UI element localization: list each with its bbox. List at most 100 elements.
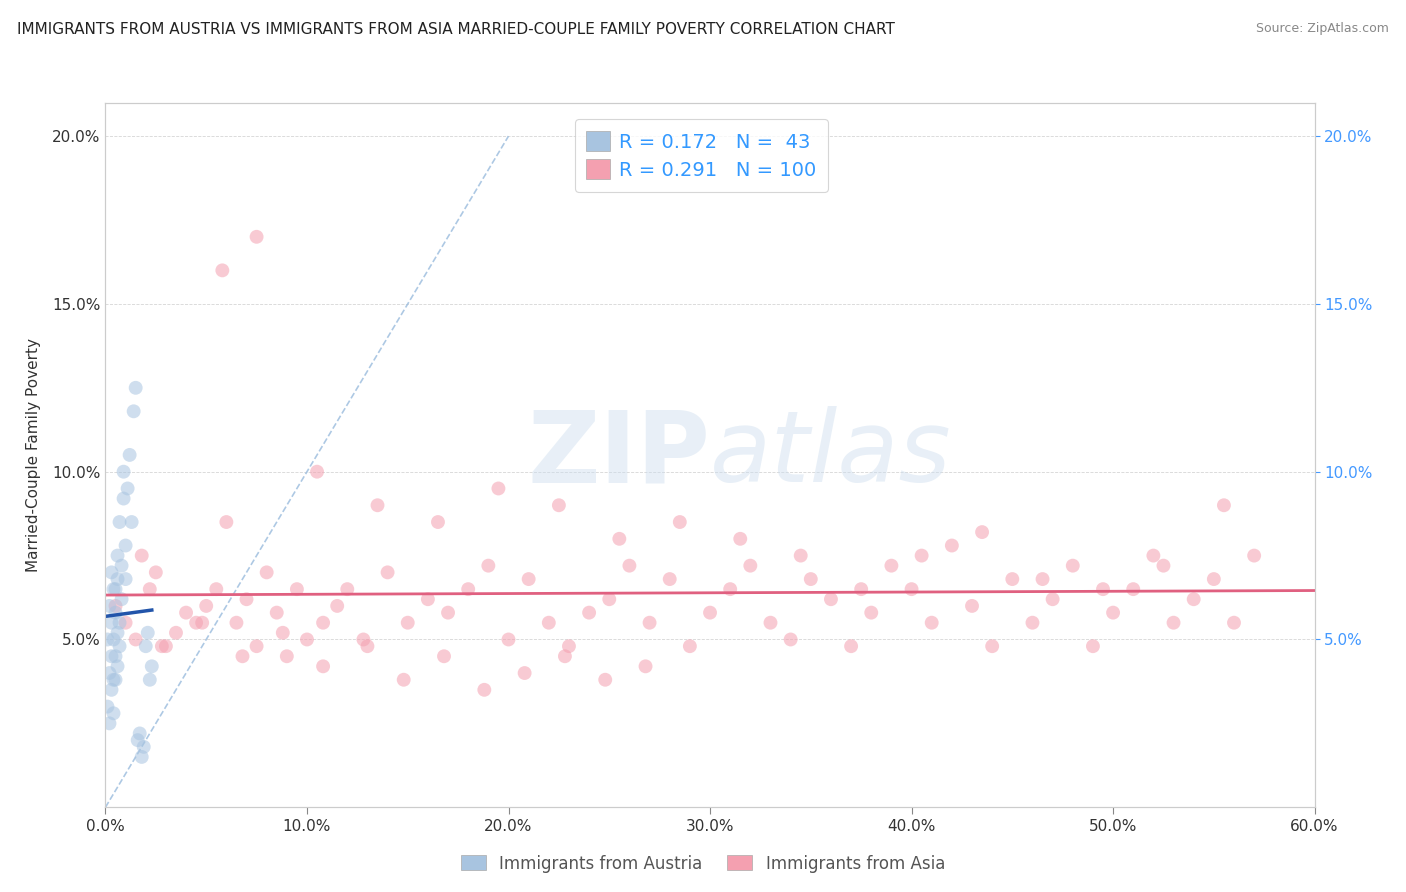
Point <box>96 699 118 714</box>
Point <box>141 659 163 673</box>
Point <box>122 404 145 418</box>
Point <box>377 566 399 580</box>
Point <box>800 572 823 586</box>
Point <box>127 733 149 747</box>
Point <box>135 639 157 653</box>
Point <box>246 229 269 244</box>
Point <box>211 263 233 277</box>
Point <box>396 615 419 630</box>
Point <box>972 525 994 540</box>
Point <box>730 532 752 546</box>
Point <box>1182 592 1205 607</box>
Point <box>488 482 510 496</box>
Point <box>132 739 155 754</box>
Point <box>191 615 214 630</box>
Point <box>271 625 294 640</box>
Point <box>609 532 631 546</box>
Point <box>880 558 903 573</box>
Point <box>107 572 129 586</box>
Point <box>477 558 499 573</box>
Point <box>155 639 177 653</box>
Point <box>593 673 616 687</box>
Point <box>851 582 873 596</box>
Point <box>100 615 122 630</box>
Point <box>100 649 122 664</box>
Point <box>150 639 173 653</box>
Text: ZIP: ZIP <box>527 407 710 503</box>
Point <box>112 491 135 506</box>
Point <box>103 706 125 721</box>
Point <box>1243 549 1265 563</box>
Y-axis label: Married-Couple Family Poverty: Married-Couple Family Poverty <box>27 338 41 572</box>
Point <box>960 599 983 613</box>
Point <box>108 615 131 630</box>
Point <box>860 606 883 620</box>
Point <box>165 625 187 640</box>
Point <box>121 515 143 529</box>
Point <box>104 582 127 596</box>
Point <box>104 606 127 620</box>
Point <box>110 558 132 573</box>
Point <box>103 632 125 647</box>
Point <box>779 632 801 647</box>
Point <box>1081 639 1104 653</box>
Point <box>679 639 702 653</box>
Point <box>619 558 641 573</box>
Point <box>107 659 129 673</box>
Text: Source: ZipAtlas.com: Source: ZipAtlas.com <box>1256 22 1389 36</box>
Point <box>1153 558 1175 573</box>
Point <box>112 465 135 479</box>
Point <box>981 639 1004 653</box>
Point <box>366 498 388 512</box>
Point <box>790 549 813 563</box>
Point <box>108 515 131 529</box>
Point <box>1223 615 1246 630</box>
Point <box>96 632 118 647</box>
Point <box>839 639 862 653</box>
Point <box>235 592 257 607</box>
Point <box>1122 582 1144 596</box>
Point <box>139 673 162 687</box>
Point <box>356 639 378 653</box>
Point <box>558 639 581 653</box>
Point <box>1092 582 1115 596</box>
Point <box>718 582 741 596</box>
Point <box>820 592 842 607</box>
Point <box>256 566 278 580</box>
Point <box>1102 606 1125 620</box>
Point <box>114 615 136 630</box>
Point <box>352 632 374 647</box>
Point <box>699 606 721 620</box>
Point <box>336 582 359 596</box>
Point <box>416 592 439 607</box>
Point <box>1001 572 1024 586</box>
Point <box>427 515 450 529</box>
Point <box>225 615 247 630</box>
Point <box>145 566 167 580</box>
Point <box>231 649 253 664</box>
Point <box>107 549 129 563</box>
Point <box>98 599 121 613</box>
Point <box>312 615 335 630</box>
Point <box>392 673 415 687</box>
Point <box>921 615 943 630</box>
Point <box>295 632 318 647</box>
Point <box>1213 498 1236 512</box>
Point <box>174 606 197 620</box>
Point <box>759 615 782 630</box>
Point <box>186 615 208 630</box>
Point <box>195 599 218 613</box>
Text: atlas: atlas <box>710 407 952 503</box>
Point <box>110 592 132 607</box>
Point <box>285 582 308 596</box>
Point <box>114 539 136 553</box>
Point <box>1021 615 1043 630</box>
Point <box>911 549 934 563</box>
Text: IMMIGRANTS FROM AUSTRIA VS IMMIGRANTS FROM ASIA MARRIED-COUPLE FAMILY POVERTY CO: IMMIGRANTS FROM AUSTRIA VS IMMIGRANTS FR… <box>17 22 894 37</box>
Point <box>103 673 125 687</box>
Point <box>498 632 520 647</box>
Point <box>1042 592 1064 607</box>
Point <box>246 639 269 653</box>
Point <box>98 666 121 681</box>
Point <box>433 649 456 664</box>
